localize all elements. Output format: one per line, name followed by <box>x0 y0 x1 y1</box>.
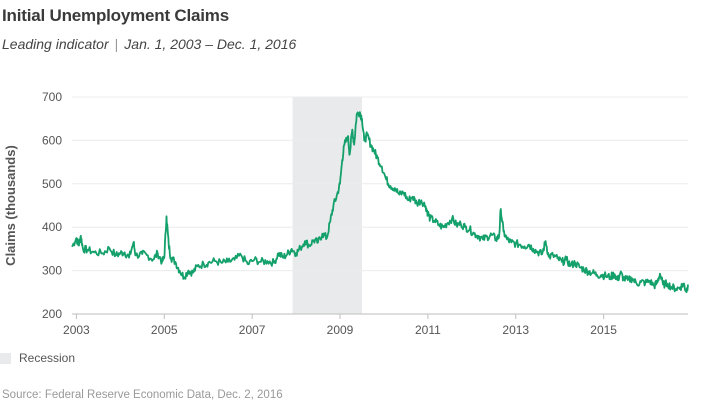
recession-band <box>292 97 362 314</box>
y-tick-label-600: 600 <box>42 133 62 147</box>
y-tick-label-400: 400 <box>42 220 62 234</box>
x-tick-label-2003: 2003 <box>63 323 90 337</box>
source-note: Source: Federal Reserve Economic Data, D… <box>2 389 283 401</box>
x-tick-label-2009: 2009 <box>327 323 354 337</box>
x-tick-label-2013: 2013 <box>502 323 529 337</box>
subtitle-date-range: Jan. 1, 2003 – Dec. 1, 2016 <box>124 36 297 52</box>
subtitle-separator: | <box>114 36 119 52</box>
y-tick-label-500: 500 <box>42 177 62 191</box>
chart-title: Initial Unemployment Claims <box>2 6 229 25</box>
chart-subtitle: Leading indicator | Jan. 1, 2003 – Dec. 1,… <box>2 36 296 52</box>
y-tick-label-300: 300 <box>42 264 62 278</box>
x-tick-label-2011: 2011 <box>415 323 441 337</box>
line-chart: 200 300 400 500 600 700 2003 2005 2007 2009 2011 20… <box>3 90 689 337</box>
claims-line <box>71 111 689 294</box>
y-axis-label: Claims (thousands) <box>3 145 18 266</box>
y-tick-label-700: 700 <box>42 90 62 104</box>
subtitle-text: Leading indicator <box>2 36 109 52</box>
legend-recession-label: Recession <box>19 351 76 365</box>
x-tick-label-2015: 2015 <box>590 323 617 337</box>
x-tick-label-2005: 2005 <box>151 323 178 337</box>
legend: Recession <box>0 351 75 365</box>
y-tick-label-200: 200 <box>42 307 62 321</box>
recession-swatch <box>0 352 11 364</box>
x-tick-label-2007: 2007 <box>239 323 266 337</box>
